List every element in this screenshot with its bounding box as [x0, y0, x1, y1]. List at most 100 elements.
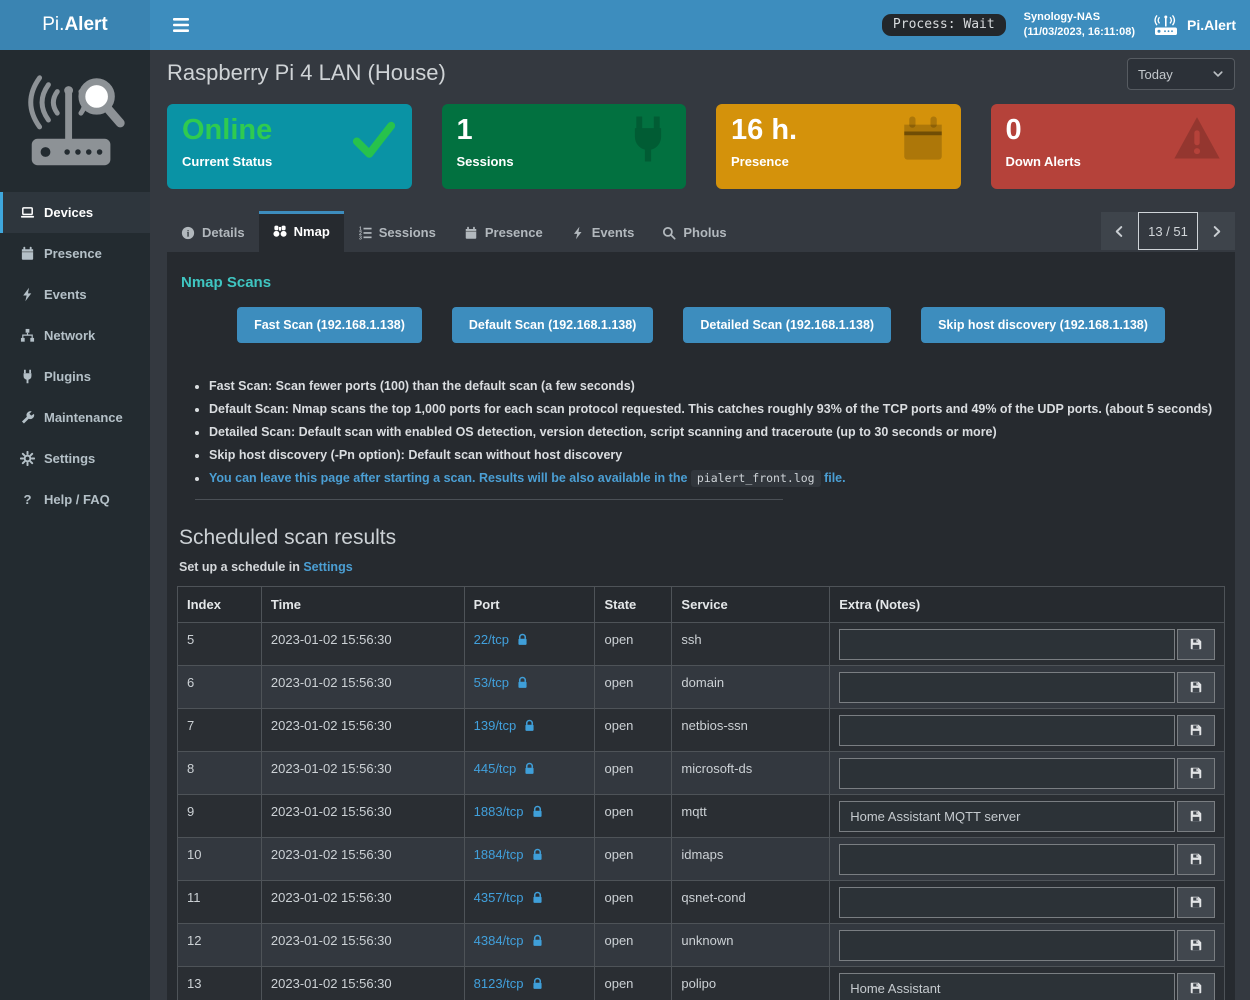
- save-note-button[interactable]: [1177, 930, 1215, 961]
- question-icon: ?: [20, 492, 35, 507]
- summary-card-down-alerts[interactable]: 0 Down Alerts: [991, 104, 1236, 189]
- sidebar-item-events[interactable]: Events: [0, 274, 150, 315]
- sidebar-item-label: Settings: [44, 451, 95, 466]
- chevron-right-icon: [1210, 225, 1223, 238]
- save-note-button[interactable]: [1177, 672, 1215, 703]
- port-link[interactable]: 1884/tcp: [474, 847, 524, 862]
- table-row: 11 2023-01-02 15:56:30 4357/tcp open qsn…: [178, 881, 1225, 924]
- lock-icon: [531, 934, 544, 947]
- cell-time: 2023-01-02 15:56:30: [261, 666, 464, 709]
- page-title: Raspberry Pi 4 LAN (House): [167, 56, 446, 86]
- port-link[interactable]: 8123/tcp: [474, 976, 524, 991]
- summary-card-presence[interactable]: 16 h. Presence: [716, 104, 961, 189]
- lock-icon: [531, 805, 544, 818]
- pager-next-button[interactable]: [1198, 212, 1235, 250]
- port-link[interactable]: 445/tcp: [474, 761, 517, 776]
- note-input[interactable]: [839, 801, 1175, 832]
- cell-time: 2023-01-02 15:56:30: [261, 752, 464, 795]
- port-link[interactable]: 22/tcp: [474, 632, 509, 647]
- note-input[interactable]: [839, 930, 1175, 961]
- scan-description-bullet: Detailed Scan: Default scan with enabled…: [209, 425, 1225, 439]
- save-note-button[interactable]: [1177, 629, 1215, 660]
- pager-prev-button[interactable]: [1101, 212, 1138, 250]
- sidebar-item-maintenance[interactable]: Maintenance: [0, 397, 150, 438]
- cell-note: [830, 709, 1225, 752]
- tab-nmap[interactable]: Nmap: [259, 211, 344, 252]
- note-input[interactable]: [839, 715, 1175, 746]
- cell-note: [830, 795, 1225, 838]
- note-input[interactable]: [839, 758, 1175, 789]
- log-file-chip: pialert_front.log: [691, 470, 821, 487]
- sidebar-item-presence[interactable]: Presence: [0, 233, 150, 274]
- sidebar-item-settings[interactable]: Settings: [0, 438, 150, 479]
- sidebar-item-plugins[interactable]: Plugins: [0, 356, 150, 397]
- brand-logo[interactable]: Pi.Alert: [0, 0, 150, 50]
- bolt-icon: [20, 287, 35, 302]
- note-input[interactable]: [839, 844, 1175, 875]
- save-note-button[interactable]: [1177, 758, 1215, 789]
- wrench-icon: [20, 410, 35, 425]
- note-input[interactable]: [839, 672, 1175, 703]
- period-select[interactable]: Today: [1127, 58, 1235, 90]
- save-note-button[interactable]: [1177, 715, 1215, 746]
- column-header-time: Time: [261, 587, 464, 623]
- summary-card-sessions[interactable]: 1 Sessions: [442, 104, 687, 189]
- summary-card-current-status[interactable]: Online Current Status: [167, 104, 412, 189]
- brand-prefix: Pi.: [42, 14, 64, 36]
- sidebar-item-network[interactable]: Network: [0, 315, 150, 356]
- note-input[interactable]: [839, 973, 1175, 1000]
- save-note-button[interactable]: [1177, 801, 1215, 832]
- cell-state: open: [595, 881, 672, 924]
- port-link[interactable]: 1883/tcp: [474, 804, 524, 819]
- divider: [195, 499, 783, 500]
- cell-port: 53/tcp: [464, 666, 595, 709]
- sidebar-item-devices[interactable]: Devices: [0, 192, 150, 233]
- note-post: file.: [821, 471, 846, 485]
- save-note-button[interactable]: [1177, 973, 1215, 1000]
- list-icon: 123: [358, 226, 372, 240]
- port-link[interactable]: 4384/tcp: [474, 933, 524, 948]
- save-icon: [1189, 895, 1203, 909]
- note-input[interactable]: [839, 629, 1175, 660]
- schedule-hint: Set up a schedule in Settings: [179, 560, 1225, 574]
- tab-sessions[interactable]: 123 Sessions: [344, 211, 450, 252]
- cell-port: 1884/tcp: [464, 838, 595, 881]
- app-menu[interactable]: Pi.Alert: [1153, 14, 1236, 36]
- save-note-button[interactable]: [1177, 844, 1215, 875]
- cell-index: 5: [178, 623, 262, 666]
- svg-text:3: 3: [359, 235, 362, 239]
- cell-service: mqtt: [672, 795, 830, 838]
- sidebar: Devices Presence Events Network Plugins …: [0, 50, 150, 1000]
- port-link[interactable]: 4357/tcp: [474, 890, 524, 905]
- sidebar-item-help-faq[interactable]: ? Help / FAQ: [0, 479, 150, 520]
- column-header-index: Index: [178, 587, 262, 623]
- table-row: 6 2023-01-02 15:56:30 53/tcp open domain: [178, 666, 1225, 709]
- port-link[interactable]: 53/tcp: [474, 675, 509, 690]
- svg-text:i: i: [187, 228, 190, 238]
- tab-details[interactable]: i Details: [167, 211, 259, 252]
- note-input[interactable]: [839, 887, 1175, 918]
- scan-button-3[interactable]: Skip host discovery (192.168.1.138): [921, 307, 1165, 343]
- tab-label: Sessions: [379, 225, 436, 240]
- nmap-tab-panel: Nmap Scans Fast Scan (192.168.1.138)Defa…: [167, 252, 1235, 1000]
- cell-service: microsoft-ds: [672, 752, 830, 795]
- sidebar-toggle-button[interactable]: [166, 10, 196, 40]
- cell-index: 8: [178, 752, 262, 795]
- port-link[interactable]: 139/tcp: [474, 718, 517, 733]
- scan-button-2[interactable]: Detailed Scan (192.168.1.138): [683, 307, 891, 343]
- save-note-button[interactable]: [1177, 887, 1215, 918]
- tab-events[interactable]: Events: [557, 211, 649, 252]
- app-label: Pi.Alert: [1187, 17, 1236, 33]
- cell-note: [830, 967, 1225, 1000]
- sidebar-item-label: Maintenance: [44, 410, 123, 425]
- tab-presence[interactable]: Presence: [450, 211, 557, 252]
- save-icon: [1189, 938, 1203, 952]
- cell-state: open: [595, 795, 672, 838]
- settings-link[interactable]: Settings: [303, 560, 352, 574]
- tab-pholus[interactable]: Pholus: [648, 211, 740, 252]
- scan-description-bullet: Skip host discovery (-Pn option): Defaul…: [209, 448, 1225, 462]
- scan-button-0[interactable]: Fast Scan (192.168.1.138): [237, 307, 422, 343]
- scan-button-1[interactable]: Default Scan (192.168.1.138): [452, 307, 653, 343]
- cell-port: 4384/tcp: [464, 924, 595, 967]
- cell-time: 2023-01-02 15:56:30: [261, 838, 464, 881]
